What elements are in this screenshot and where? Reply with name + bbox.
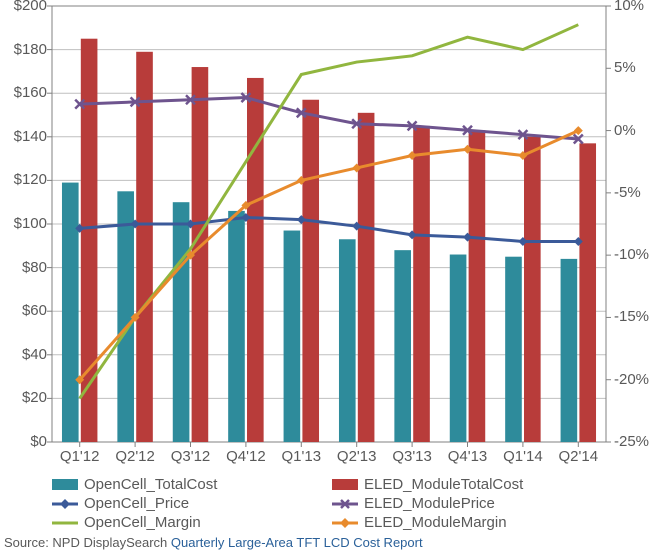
y2-tick-label: -10% [614,246,655,263]
x-tick-label: Q2'12 [115,448,155,465]
x-tick-label: Q3'12 [171,448,211,465]
legend-label: OpenCell_Margin [84,514,201,531]
y1-tick-label: $180 [2,41,47,58]
x-tick-label: Q2'13 [337,448,377,465]
legend-label: OpenCell_Price [84,495,189,512]
y1-tick-label: $0 [2,433,47,450]
legend-item: OpenCell_Margin [52,513,332,532]
x-tick-label: Q1'13 [282,448,322,465]
legend: OpenCell_TotalCost ELED_ModuleTotalCost Op… [52,475,612,532]
legend-label: ELED_ModulePrice [364,495,495,512]
y2-tick-label: 10% [614,0,655,14]
source-link[interactable]: Quarterly Large-Area TFT LCD Cost Report [171,535,423,550]
y1-tick-label: $200 [2,0,47,14]
y1-tick-label: $60 [2,302,47,319]
x-tick-label: Q4'13 [448,448,488,465]
y2-tick-label: -15% [614,308,655,325]
x-tick-label: Q2'14 [559,448,599,465]
y1-tick-label: $120 [2,171,47,188]
chart-svg [0,0,655,554]
y1-tick-label: $80 [2,259,47,276]
legend-swatch [52,479,78,490]
legend-item: OpenCell_TotalCost [52,475,332,494]
legend-item: OpenCell_Price [52,494,332,513]
legend-swatch [332,515,358,531]
legend-swatch [52,515,78,531]
y2-tick-label: -25% [614,433,655,450]
legend-item: ELED_ModuleTotalCost [332,475,612,494]
y2-tick-label: -20% [614,371,655,388]
legend-swatch [52,496,78,512]
y1-tick-label: $100 [2,215,47,232]
legend-label: ELED_ModuleTotalCost [364,476,523,493]
source-footnote: Source: NPD DisplaySearch Quarterly Larg… [4,535,423,550]
y1-tick-label: $160 [2,84,47,101]
y2-tick-label: -5% [614,184,655,201]
y2-tick-label: 0% [614,122,655,139]
legend-item: ELED_ModulePrice [332,494,612,513]
legend-label: OpenCell_TotalCost [84,476,217,493]
y1-tick-label: $20 [2,389,47,406]
chart-container: $0 $20 $40 $60 $80 $100 $120 $140 $160 $180 $200 -2… [0,0,655,554]
legend-swatch [332,496,358,512]
y1-tick-label: $40 [2,346,47,363]
x-tick-label: Q3'13 [392,448,432,465]
legend-label: ELED_ModuleMargin [364,514,507,531]
x-tick-label: Q1'14 [503,448,543,465]
y1-tick-label: $140 [2,128,47,145]
legend-swatch [332,479,358,490]
legend-item: ELED_ModuleMargin [332,513,612,532]
source-prefix: Source: NPD DisplaySearch [4,535,171,550]
y2-tick-label: 5% [614,59,655,76]
x-tick-label: Q4'12 [226,448,266,465]
x-tick-label: Q1'12 [60,448,100,465]
